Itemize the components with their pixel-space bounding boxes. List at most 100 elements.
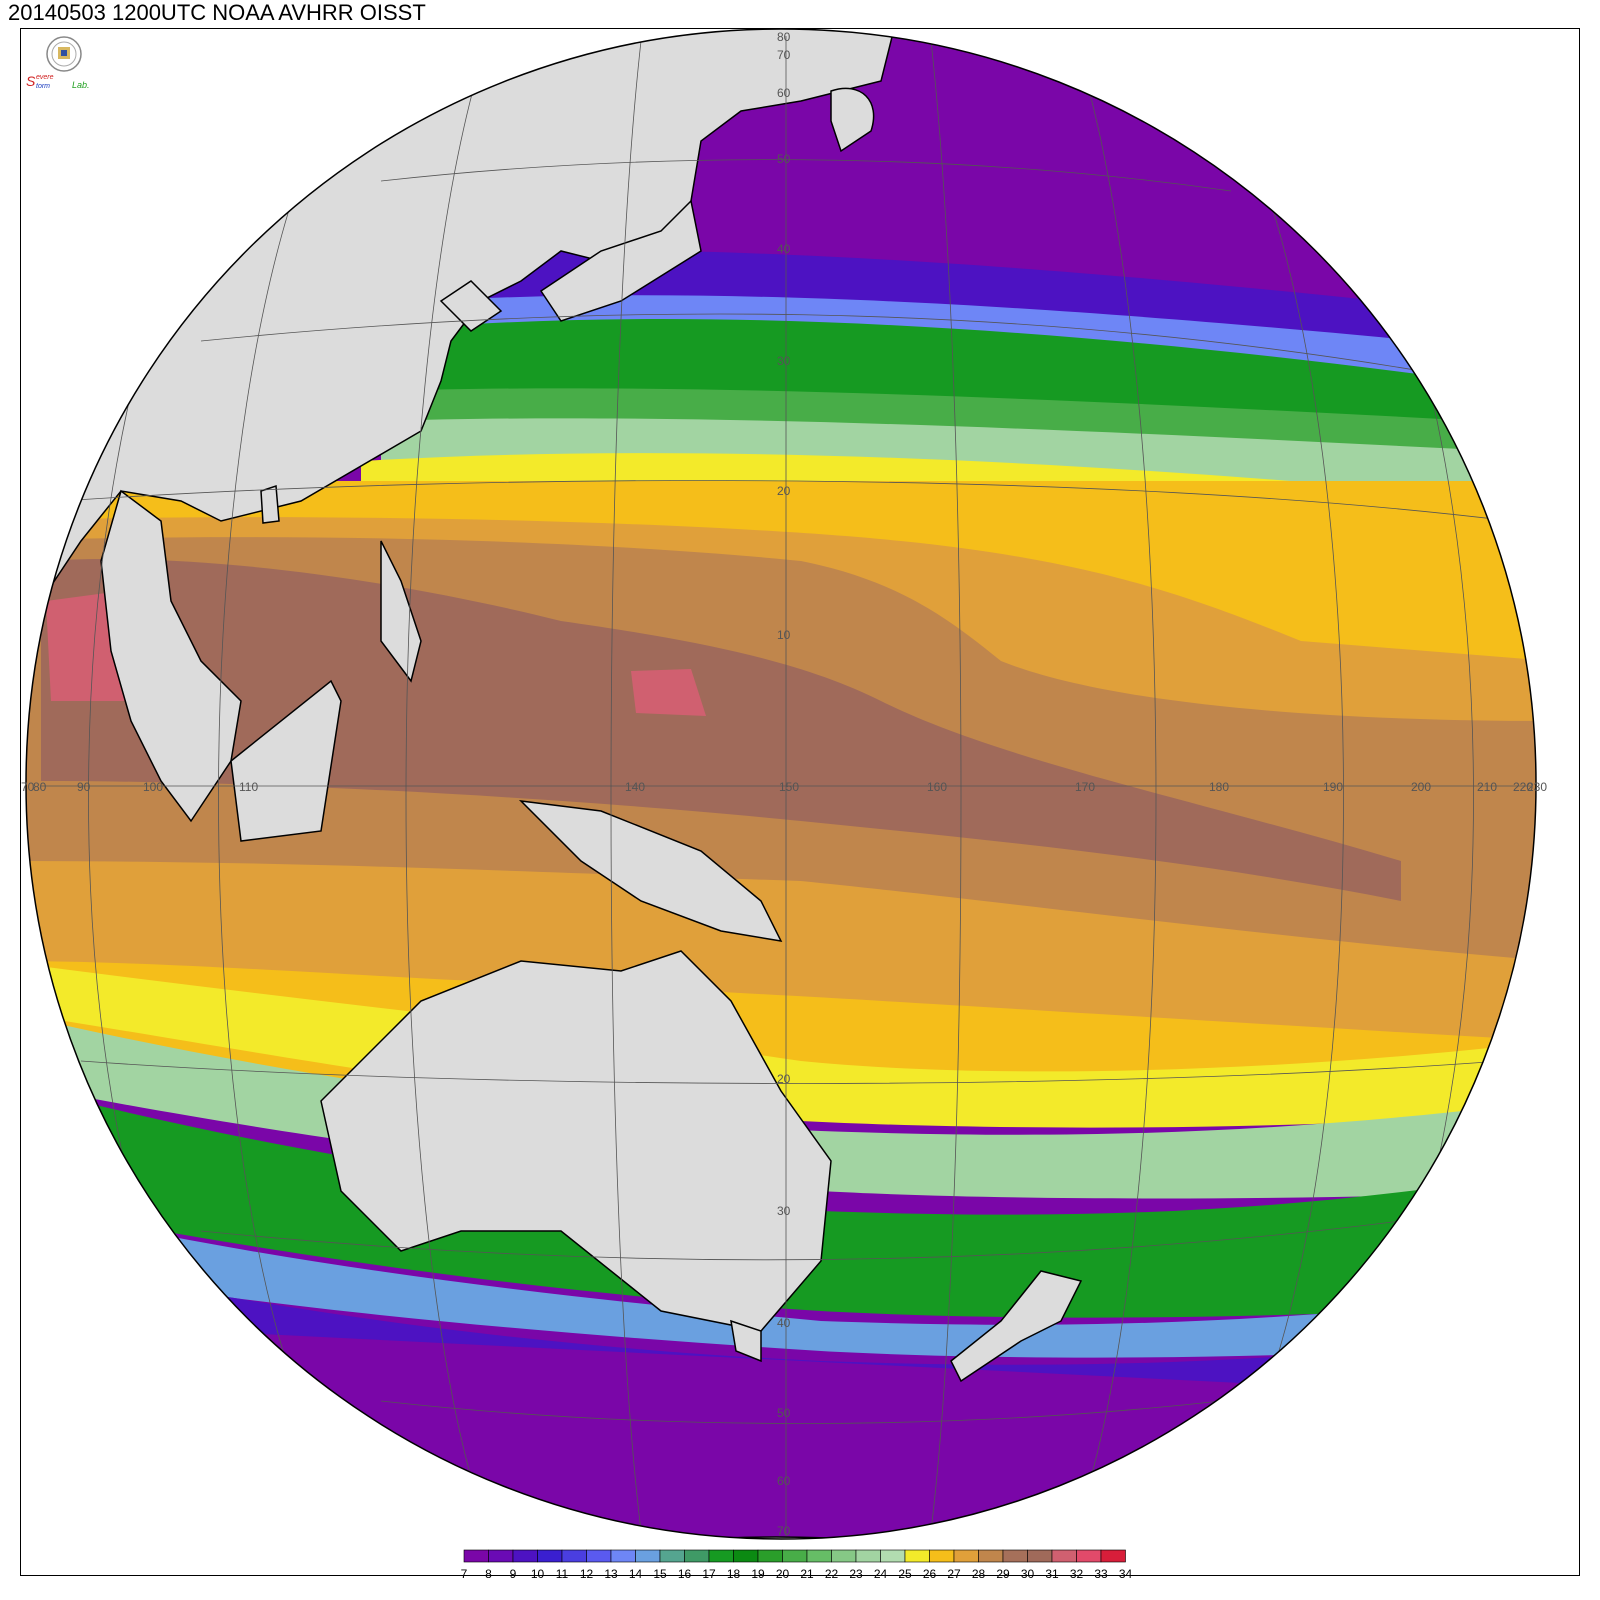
meridian-180 [1230,100,1344,1472]
colorbar-tick-label: 12 [580,1567,594,1581]
colorbar-tick-label: 31 [1045,1567,1059,1581]
colorbar-tick-label: 33 [1094,1567,1108,1581]
colorbar-tick-label: 30 [1021,1567,1035,1581]
colorbar-tick-label: 29 [996,1567,1010,1581]
lon-label-80: 80 [33,780,47,794]
colorbar-swatch [684,1549,710,1563]
colorbar-swatch [610,1549,636,1563]
colorbar-swatch [659,1549,685,1563]
colorbar-tick-label: 17 [702,1567,716,1581]
colorbar-swatch [586,1549,612,1563]
sst-band-south-24 [26,1011,1536,1199]
colorbar-tick-label: 18 [727,1567,741,1581]
colorbar-swatch [561,1549,587,1563]
parallel-60n [380,159,1232,192]
map-title: 20140503 1200UTC NOAA AVHRR OISST [8,0,426,25]
colorbar-swatch [1076,1549,1102,1563]
globe-map[interactable]: 70 80 90 100 110 140 150 160 170 180 190… [21,29,1579,1575]
lat-label-70s: 70 [777,1524,791,1538]
lon-label-160: 160 [927,780,947,794]
logo-text-s: S [26,73,36,89]
lon-label-90: 90 [77,780,91,794]
colorbar-swatch [1027,1549,1053,1563]
colorbar-swatch [537,1549,563,1563]
colorbar-swatch [880,1549,906,1563]
australia-landmass [320,950,832,1332]
colorbar-tick-label: 7 [461,1567,468,1581]
colorbar-swatch [1002,1549,1028,1563]
colorbar-tick-label: 11 [556,1567,569,1581]
colorbar-tick-label: 24 [874,1567,888,1581]
parallel-60s [380,1400,1222,1424]
colorbar-swatches [463,1549,1126,1563]
colorbar-swatch [512,1549,538,1563]
sst-band-tropics-30 [41,559,1401,901]
sst-band-south-26 [26,961,1536,1128]
meridian-130 [405,60,482,1512]
colorbar-swatch [708,1549,734,1563]
colorbar-tick-label: 26 [923,1567,937,1581]
lat-label-10n: 10 [777,628,791,642]
colorbar-swatch [733,1549,759,1563]
lat-label-30s: 30 [777,1204,791,1218]
colorbar-swatch [929,1549,955,1563]
parallel-20s [80,1060,1502,1084]
new-zealand-landmass [950,1270,1083,1383]
lat-label-20n: 20 [777,484,791,498]
meridian-160 [930,40,962,1532]
colorbar-swatch [806,1549,832,1563]
colorbar-swatch [831,1549,857,1563]
logo-text-torm: torm [36,83,50,90]
colorbar-tick-label: 32 [1070,1567,1084,1581]
borneo-landmass [230,679,342,842]
lat-label-70n: 70 [777,48,791,62]
colorbar-tick-label: 10 [531,1567,545,1581]
colorbar-tick-label: 25 [898,1567,912,1581]
colorbar-tick-label: 28 [972,1567,986,1581]
meridian-140 [610,40,642,1532]
lat-label-20s: 20 [777,1072,791,1086]
grid-labels: 70 80 90 100 110 140 150 160 170 180 190… [21,30,1547,1538]
logo-text-lab: Lab. [72,80,90,90]
colorbar-tick-label: 14 [629,1567,643,1581]
parallel-20n [60,480,1512,522]
colorbar-swatch [904,1549,930,1563]
colorbar-swatch [978,1549,1004,1563]
colorbar-tick-label: 23 [849,1567,863,1581]
parallel-40s [200,1220,1402,1261]
colorbar-swatch [855,1549,881,1563]
severe-storm-lab-logo: S evere torm Lab. [26,36,90,90]
colorbar-tick-label: 21 [800,1567,814,1581]
colorbar-tick-label: 16 [678,1567,692,1581]
colorbar-tick-label: 22 [825,1567,839,1581]
colorbar-swatch [953,1549,979,1563]
lon-label-70: 70 [21,780,35,794]
colorbar-swatch [1100,1549,1126,1563]
taiwan-landmass [260,484,280,524]
lat-label-50s: 50 [777,1406,791,1420]
colorbar-tick-label: 13 [604,1567,618,1581]
lon-label-180: 180 [1209,780,1229,794]
colorbar-swatch [463,1549,489,1563]
lon-label-230: 230 [1527,780,1547,794]
lat-label-40s: 40 [777,1316,791,1330]
parallel-40n [200,313,1422,372]
tasmania-landmass [730,1319,762,1363]
lon-label-100: 100 [143,780,163,794]
colorbar-tick-label: 9 [510,1567,517,1581]
globe-outline [25,29,1537,1540]
lat-label-40n: 40 [777,242,791,256]
lon-label-200: 200 [1411,780,1431,794]
lat-label-50n: 50 [777,152,791,166]
lon-label-220: 220 [1513,780,1533,794]
globe-surface [26,29,1536,1539]
lon-label-190: 190 [1323,780,1343,794]
indochina-landmass [100,489,242,823]
meridian-120 [218,100,332,1472]
kamchatka-landmass [830,87,875,153]
lon-label-170: 170 [1075,780,1095,794]
sst-colorbar: 7 8 9 10 11 12 13 14 15 16 17 18 19 20 21 22 23 24 25 26 27 2… [461,1549,1133,1581]
philippines-landmass [380,540,422,683]
colorbar-tick-label: 34 [1119,1567,1133,1581]
colorbar-tick-labels: 7 8 9 10 11 12 13 14 15 16 17 18 19 20 21 22 23 24 25 26 27 2… [461,1567,1133,1581]
